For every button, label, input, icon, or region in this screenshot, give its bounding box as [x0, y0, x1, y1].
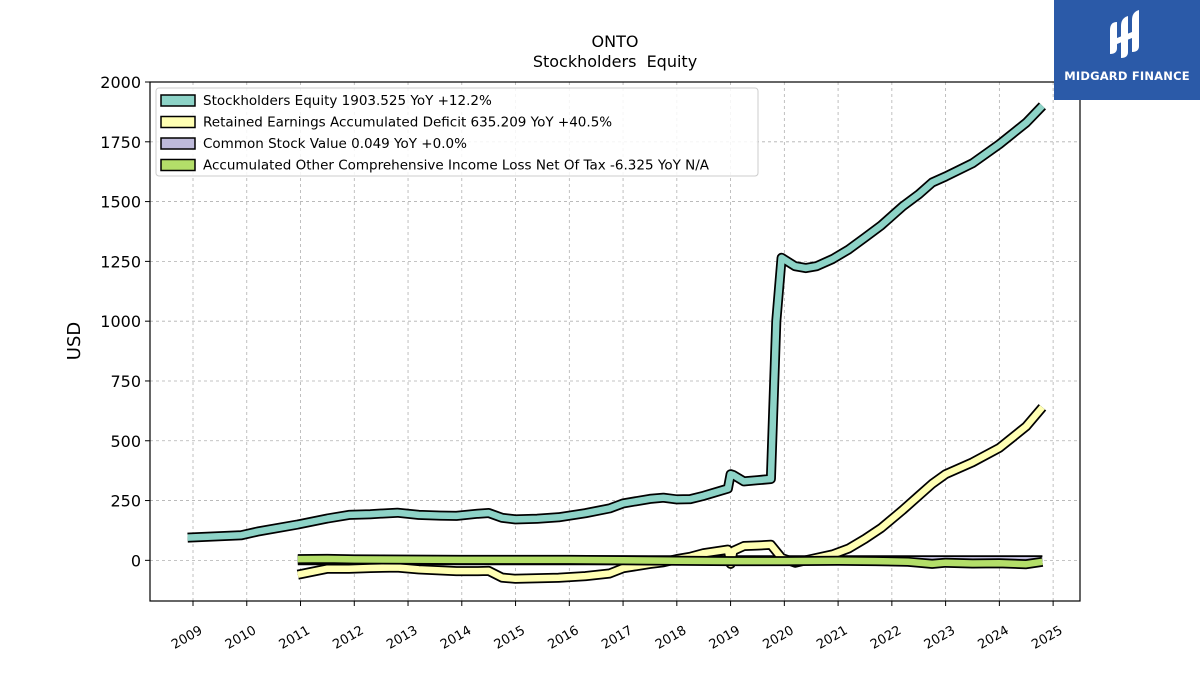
- series-line: [297, 555, 1043, 568]
- y-tick-label: 1250: [100, 252, 141, 271]
- chart-title: ONTO: [592, 32, 639, 51]
- legend-entry: Common Stock Value 0.049 YoY +0.0%: [203, 136, 467, 152]
- x-tick-label: 2009: [169, 623, 205, 653]
- legend: Stockholders Equity 1903.525 YoY +12.2% R…: [155, 87, 759, 177]
- legend-box: [155, 87, 759, 177]
- x-ticks: 2009 2010 2011 2012 2013 2014 2015 2016 2017 2018…: [169, 601, 1065, 653]
- x-tick-label: 2017: [599, 623, 635, 653]
- x-tick-label: 2011: [277, 623, 313, 653]
- legend-entry: Accumulated Other Comprehensive Income L…: [203, 158, 710, 174]
- y-tick-label: 2000: [100, 73, 141, 92]
- x-tick-label: 2010: [223, 623, 259, 653]
- legend-entry: Retained Earnings Accumulated Deficit 63…: [203, 115, 612, 131]
- y-tick-label: 750: [110, 372, 141, 391]
- midgard-logo-icon: [1110, 10, 1139, 58]
- x-tick-label: 2023: [922, 623, 958, 653]
- y-tick-label: 250: [110, 492, 141, 511]
- x-tick-label: 2014: [438, 623, 474, 653]
- x-tick-label: 2022: [868, 623, 904, 653]
- y-ticks: 0 250 500 750 1000 1250 1500 1750 2000: [100, 73, 150, 570]
- x-tick-label: 2020: [761, 623, 797, 653]
- series-layer: [187, 102, 1047, 584]
- series-line: [297, 405, 1045, 583]
- series-0: [187, 102, 1046, 543]
- midgard-finance-logo: MIDGARD FINANCE: [1054, 0, 1200, 100]
- y-tick-label: 1000: [100, 312, 141, 331]
- x-tick-label: 2018: [653, 623, 689, 653]
- series-line: [187, 103, 1045, 541]
- y-tick-label: 1500: [100, 193, 141, 212]
- legend-swatch: [160, 137, 196, 150]
- x-tick-label: 2025: [1029, 623, 1065, 653]
- x-tick-label: 2024: [976, 623, 1012, 653]
- y-tick-label: 500: [110, 432, 141, 451]
- y-tick-label: 1750: [100, 133, 141, 152]
- y-tick-label: 0: [131, 551, 141, 570]
- series-3: [297, 553, 1044, 570]
- x-tick-label: 2016: [545, 623, 581, 653]
- logo-text: MIDGARD FINANCE: [1064, 69, 1190, 83]
- x-tick-label: 2021: [814, 623, 850, 653]
- series-1: [296, 404, 1047, 584]
- legend-entry: Stockholders Equity 1903.525 YoY +12.2%: [203, 93, 492, 109]
- y-axis-label: USD: [64, 322, 85, 360]
- plot-frame: [149, 81, 1081, 602]
- x-tick-label: 2012: [330, 623, 366, 653]
- legend-swatch: [160, 158, 196, 172]
- chart-subtitle: Stockholders Equity: [533, 52, 697, 71]
- legend-swatch: [160, 115, 196, 129]
- x-tick-label: 2013: [384, 623, 420, 653]
- x-tick-label: 2019: [707, 623, 743, 653]
- series-line-outline: [296, 404, 1047, 584]
- legend-swatch: [160, 94, 196, 107]
- x-tick-label: 2015: [492, 623, 528, 653]
